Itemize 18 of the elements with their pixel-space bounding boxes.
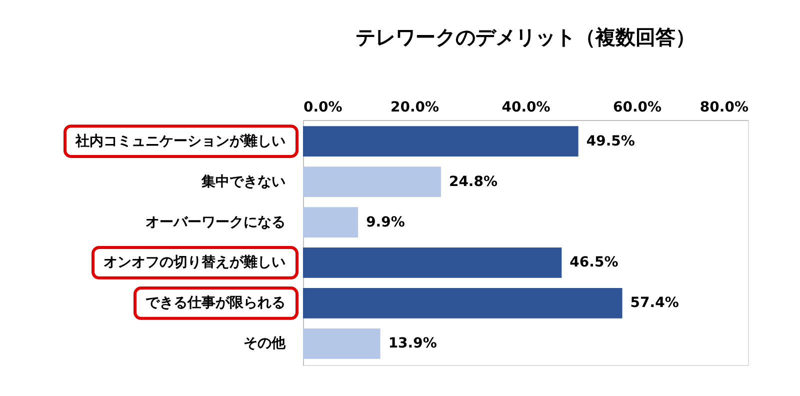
data-label: 49.5% [586, 133, 635, 150]
y-tick-label: できる仕事が限られる [146, 295, 286, 312]
x-tick-label: 20.0% [390, 100, 440, 116]
x-tick-label: 60.0% [612, 100, 662, 116]
x-tick-label: 40.0% [502, 100, 550, 116]
chart-title: テレワークのデメリット（複数回答） [356, 25, 696, 49]
data-label: 9.9% [366, 214, 405, 230]
data-label: 46.5% [570, 254, 618, 271]
y-tick-label: 集中できない [200, 174, 286, 190]
data-label: 24.8% [448, 174, 498, 190]
y-tick-label: オンオフの切り替えが難しい [104, 254, 286, 271]
x-tick-label: 80.0% [700, 100, 748, 116]
y-tick-label: 社内コミュニケーションが難しい [74, 133, 286, 150]
x-tick-label: 0.0% [304, 100, 342, 116]
data-label: 13.9% [388, 336, 437, 352]
y-tick-label: オーバーワークになる [146, 214, 286, 230]
y-tick-label: その他 [244, 336, 286, 352]
data-label: 57.4% [630, 295, 679, 312]
